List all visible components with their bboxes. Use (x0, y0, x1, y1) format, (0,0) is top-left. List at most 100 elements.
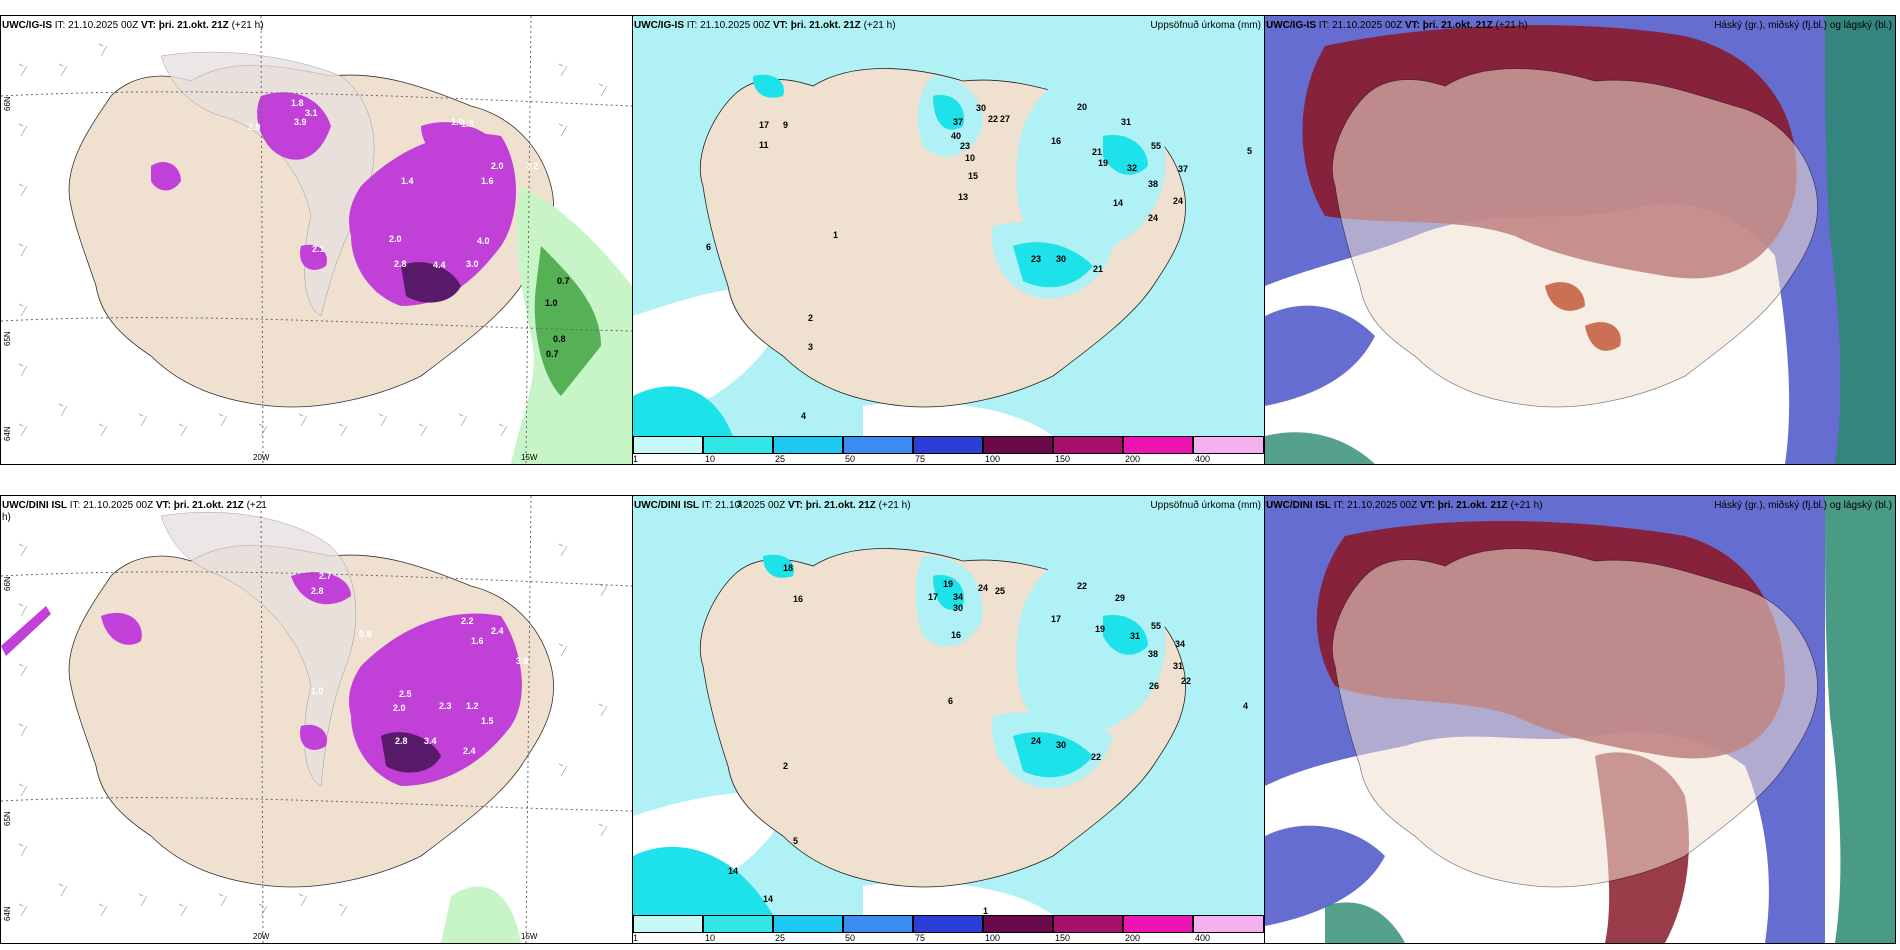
precip-value: 40 (951, 131, 962, 141)
panel-right-title: Uppsöfnuð úrkoma (mm) (1150, 20, 1261, 31)
lat-label: 66N (3, 96, 12, 111)
colorbar-label: 150 (1055, 454, 1071, 464)
precip-value: 9 (783, 120, 789, 130)
precip-value: 29 (1115, 593, 1126, 603)
precip-value: 1 (833, 230, 839, 240)
colorbar-label: 150 (1055, 933, 1071, 943)
precip-value: 38 (1148, 179, 1159, 189)
precip-value: 2.0 (393, 703, 406, 713)
precip-value: 0.7 (557, 276, 570, 286)
precip-value: 55 (1151, 621, 1162, 631)
panel-right-title: Uppsöfnuð úrkoma (mm) (1150, 500, 1261, 511)
total-precip-map-dini (633, 496, 1264, 915)
panel-title: UWC/IG-IS IT: 21.10.2025 00Z VT: þri. 21… (1266, 20, 1528, 31)
panel-title: UWC/IG-IS IT: 21.10.2025 00Z VT: þri. 21… (2, 20, 264, 31)
precip-value: 1.4 (401, 176, 414, 186)
precip-value: 1.6 (471, 636, 484, 646)
precip-value: 2.9 (248, 122, 261, 132)
precip-value: 2.2 (461, 616, 474, 626)
precip-value: 1.3 (461, 119, 474, 129)
lon-label: 20W (253, 453, 270, 462)
colorbar: 1 10 25 50 75 100 150 200 400 (633, 436, 1264, 464)
precip-value: 21 (1093, 264, 1104, 274)
panel-title: UWC/IG-IS IT: 21.10.2025 00Z VT: þri. 21… (634, 20, 896, 31)
colorbar-label: 75 (915, 454, 926, 464)
lon-label: 15W (521, 453, 538, 462)
precip-value: 31 (1173, 661, 1184, 671)
precip-value: 32 (1127, 163, 1138, 173)
precip-value: 22 (1077, 581, 1088, 591)
precip-value: 22 (1181, 676, 1192, 686)
precip-map-dini (1, 496, 632, 943)
precip-value: 10 (965, 153, 976, 163)
precip-value: 55 (1151, 141, 1162, 151)
colorbar-label: 400 (1195, 454, 1211, 464)
precip-value: 3 (737, 499, 743, 509)
precip-value: 17 (1051, 614, 1062, 624)
panel-title: UWC/DINI ISL IT: 21.10.2025 00Z VT: þri.… (2, 500, 267, 523)
precip-value: 2.4 (491, 626, 504, 636)
precip-value: 1.6 (481, 176, 494, 186)
precip-value: 30 (953, 603, 964, 613)
precip-value: 0.7 (546, 349, 559, 359)
lat-label: 66N (3, 576, 12, 591)
precip-value: 2.0 (389, 234, 402, 244)
precip-value: 2.8 (311, 586, 324, 596)
cloud-map-igis (1265, 16, 1895, 464)
precip-value: 18 (783, 563, 794, 573)
lon-label: 20W (253, 932, 270, 941)
colorbar-label: 100 (985, 454, 1001, 464)
precip-value: 37 (1178, 164, 1189, 174)
colorbar-label: 1 (633, 454, 639, 464)
colorbar-label: 200 (1125, 454, 1141, 464)
precip-value: 38 (1148, 649, 1159, 659)
precip-value: 14 (763, 894, 774, 904)
precip-value: 19 (1098, 158, 1109, 168)
precip-value: 11 (759, 140, 769, 150)
precip-value: 2 (783, 761, 789, 771)
precip-value: 2.4 (463, 746, 476, 756)
precip-value: 2.7 (319, 571, 332, 581)
total-precip-panel-dini: UWC/DINI ISL IT: 21.10.2025 00Z VT: þri.… (632, 495, 1265, 944)
precip-value: 17 (928, 592, 939, 602)
precip-value: 24 (1173, 196, 1184, 206)
precip-value: 1.0 (545, 298, 558, 308)
precip-value: 23 (1031, 254, 1042, 264)
precip-value: 30 (976, 103, 987, 113)
colorbar-label: 200 (1125, 933, 1141, 943)
precip-value: 24 (978, 583, 989, 593)
precip-value: 27 (1000, 114, 1011, 124)
precip-value: 5 (1247, 146, 1253, 156)
precip-map-igis (1, 16, 632, 464)
precip-value: 3.4 (424, 736, 437, 746)
precip-value: 0.8 (359, 629, 372, 639)
precip-value: 1.8 (291, 98, 304, 108)
colorbar-label: 10 (705, 933, 716, 943)
precip-value: 3.9 (294, 117, 307, 127)
precip-panel-igis: UWC/IG-IS IT: 21.10.2025 00Z VT: þri. 21… (0, 15, 633, 465)
precip-value: 30 (1056, 254, 1067, 264)
precip-value: 37 (953, 117, 964, 127)
colorbar-label: 25 (775, 454, 786, 464)
precip-value: 2 (808, 313, 814, 323)
lon-label: 15W (521, 932, 538, 941)
precip-value: 22 (1091, 752, 1102, 762)
lat-label: 65N (3, 331, 12, 346)
precip-value: 16 (1051, 136, 1062, 146)
precip-value: 5 (793, 836, 799, 846)
precip-value: 2.3 (439, 701, 452, 711)
precip-value: 3.1 (305, 108, 318, 118)
precip-value: 23 (960, 141, 971, 151)
precip-value: 4.4 (433, 260, 446, 270)
cloud-panel-igis: UWC/IG-IS IT: 21.10.2025 00Z VT: þri. 21… (1264, 15, 1896, 465)
precip-value: 19 (943, 579, 954, 589)
precip-value: 24 (1148, 213, 1159, 223)
lat-label: 64N (3, 906, 12, 921)
precip-value: 2.8 (394, 259, 407, 269)
lat-label: 65N (3, 811, 12, 826)
precip-value: 34 (1175, 639, 1186, 649)
precip-value: 31 (1121, 117, 1132, 127)
precip-value: 3 (808, 342, 814, 352)
precip-value: 14 (1113, 198, 1124, 208)
precip-value: 1.0 (451, 117, 464, 127)
